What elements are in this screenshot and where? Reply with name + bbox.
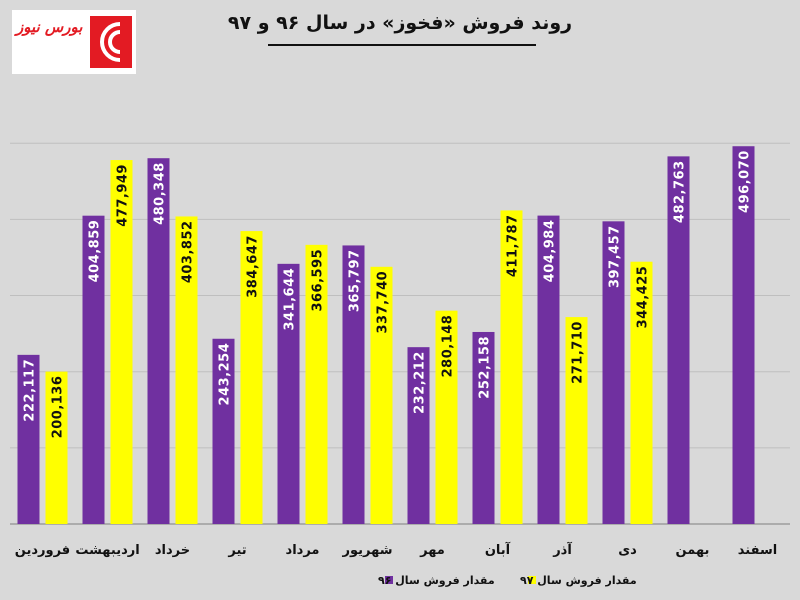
data-label: 341,644 — [283, 268, 298, 331]
logo: بورس نیوز — [12, 10, 136, 74]
data-label: 366,595 — [311, 249, 326, 312]
data-label: 397,457 — [608, 225, 623, 288]
data-label: 337,740 — [376, 271, 391, 334]
data-label: 243,254 — [218, 343, 233, 406]
bar-y96 — [732, 146, 755, 524]
data-label: 365,797 — [348, 249, 363, 312]
bar-y96 — [17, 354, 40, 524]
data-label: 271,710 — [571, 321, 586, 384]
data-label: 200,136 — [51, 376, 66, 439]
bar-y96 — [147, 158, 170, 525]
legend-swatch — [385, 576, 393, 584]
legend-label: مقدار فروش سال ۹۷ — [520, 574, 637, 587]
bar-y96 — [472, 331, 495, 524]
bar-y96 — [342, 245, 365, 524]
data-label: 477,949 — [116, 164, 131, 227]
category-label: مهر — [419, 543, 445, 558]
data-label: 252,158 — [478, 336, 493, 399]
logo-text: بورس نیوز — [16, 18, 83, 36]
category-label: بهمن — [676, 543, 710, 558]
category-label: شهریور — [342, 543, 393, 558]
data-label: 384,647 — [246, 235, 261, 298]
bar-y96 — [277, 263, 300, 524]
category-label: دی — [618, 543, 637, 558]
data-label: 404,859 — [88, 220, 103, 283]
bar-y96 — [212, 338, 235, 524]
category-label: آذر — [552, 541, 572, 558]
data-label: 496,070 — [738, 150, 753, 213]
data-label: 232,212 — [413, 351, 428, 414]
legend: مقدار فروش سال ۹۷ مقدار فروش سال ۹۶ — [378, 574, 637, 587]
bar-y97 — [45, 371, 68, 524]
bar-y97 — [110, 160, 133, 524]
category-label: اردیبهشت — [75, 543, 139, 558]
category-label: اسفند — [738, 543, 777, 558]
bar-y97 — [565, 317, 588, 524]
bar-y96 — [537, 215, 560, 524]
bar-y97 — [370, 266, 393, 524]
bar-y96 — [407, 347, 430, 524]
category-label: مرداد — [286, 543, 320, 558]
category-label: تیر — [227, 543, 246, 558]
data-label: 404,984 — [543, 220, 558, 283]
data-label: 480,348 — [153, 162, 168, 225]
bar-y97 — [435, 310, 458, 524]
data-label: 403,852 — [181, 220, 196, 283]
title-underline — [268, 44, 536, 46]
bar-y96 — [82, 215, 105, 524]
data-label: 222,117 — [23, 359, 38, 422]
data-label: 482,763 — [673, 160, 688, 223]
bar-y97 — [630, 261, 653, 524]
data-label: 344,425 — [636, 266, 651, 329]
data-label: 411,787 — [506, 214, 521, 277]
category-label: خرداد — [155, 543, 190, 558]
logo-mark-icon — [90, 16, 132, 68]
category-label: آبان — [485, 541, 511, 558]
legend-swatch — [528, 576, 536, 584]
bar-y96 — [602, 221, 625, 524]
data-label: 280,148 — [441, 315, 456, 378]
bar-y97 — [175, 216, 198, 524]
chart-title: روند فروش «فخوز» در سال ۹۶ و ۹۷ — [227, 12, 573, 34]
category-label: فروردین — [15, 543, 70, 558]
bar-y97 — [240, 231, 263, 524]
legend-label: مقدار فروش سال ۹۶ — [378, 574, 495, 587]
bar-y97 — [500, 210, 523, 525]
bar-y97 — [305, 244, 328, 525]
bar-y96 — [667, 156, 690, 524]
